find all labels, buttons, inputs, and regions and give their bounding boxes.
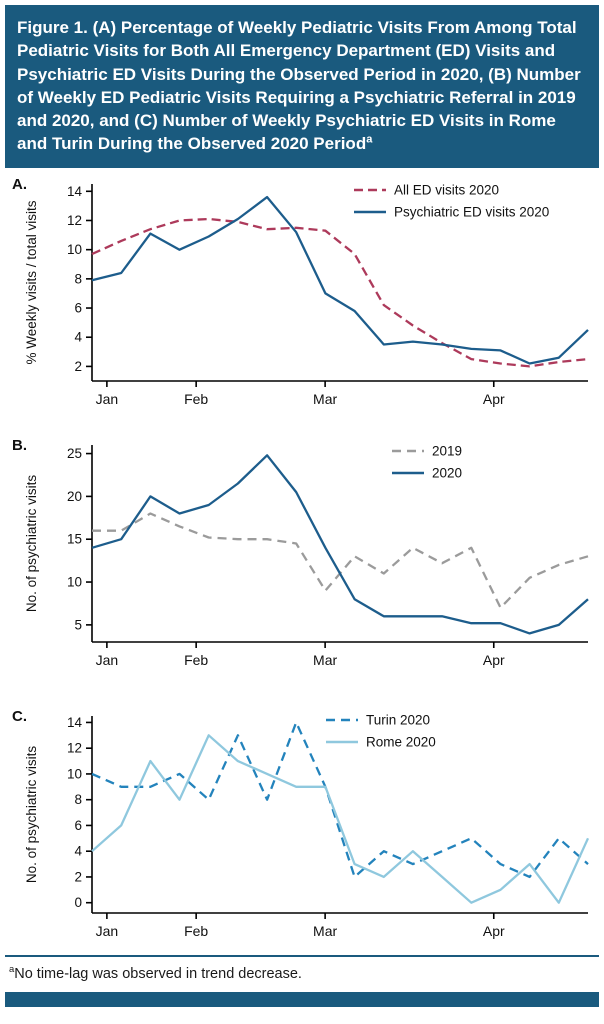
svg-text:14: 14 xyxy=(67,183,83,198)
svg-text:6: 6 xyxy=(74,818,82,833)
svg-text:12: 12 xyxy=(67,213,82,228)
panel-c: C. 0 2 4 6 8 10 12 14 Jan Feb Mar Apr No. of psychia… xyxy=(0,706,604,951)
svg-text:No. of psychiatric visits: No. of psychiatric visits xyxy=(24,745,39,883)
svg-text:20: 20 xyxy=(67,489,82,504)
svg-text:0: 0 xyxy=(74,895,82,910)
svg-text:Rome 2020: Rome 2020 xyxy=(366,734,436,749)
svg-text:Turin 2020: Turin 2020 xyxy=(366,712,430,727)
panel-b-label: B. xyxy=(12,436,27,454)
svg-text:4: 4 xyxy=(74,329,82,344)
svg-text:10: 10 xyxy=(67,766,82,781)
svg-text:2: 2 xyxy=(74,869,82,884)
panel-b: B. 5 10 15 20 25 Jan Feb Mar Apr No. of psychiatr… xyxy=(0,435,604,680)
svg-text:Apr: Apr xyxy=(483,391,505,407)
panel-a: A. 2 4 6 8 10 12 14 Jan Feb Mar Apr % Weekly visits… xyxy=(0,174,604,419)
svg-text:Psychiatric ED visits 2020: Psychiatric ED visits 2020 xyxy=(394,204,549,219)
svg-text:4: 4 xyxy=(74,843,82,858)
footnote: aNo time-lag was observed in trend decre… xyxy=(5,954,599,984)
svg-text:No. of psychiatric visits: No. of psychiatric visits xyxy=(24,474,39,612)
svg-text:2020: 2020 xyxy=(432,465,462,480)
svg-text:% Weekly visits / total visits: % Weekly visits / total visits xyxy=(24,200,39,364)
panel-a-label: A. xyxy=(12,175,27,193)
svg-text:Apr: Apr xyxy=(483,923,505,939)
svg-text:14: 14 xyxy=(67,715,83,730)
chart-b-line-chart: 5 10 15 20 25 Jan Feb Mar Apr No. of psychiatric … xyxy=(24,443,589,668)
svg-text:2019: 2019 xyxy=(432,443,462,458)
svg-text:All ED visits 2020: All ED visits 2020 xyxy=(394,182,499,197)
svg-text:10: 10 xyxy=(67,242,82,257)
svg-text:Feb: Feb xyxy=(184,652,208,668)
figure-title-superscript: a xyxy=(366,133,373,146)
svg-text:Jan: Jan xyxy=(96,652,119,668)
svg-text:Jan: Jan xyxy=(96,923,119,939)
svg-text:Feb: Feb xyxy=(184,391,208,407)
svg-text:Mar: Mar xyxy=(313,652,337,668)
svg-text:8: 8 xyxy=(74,271,82,286)
svg-text:6: 6 xyxy=(74,300,82,315)
footnote-text: No time-lag was observed in trend decrea… xyxy=(14,965,302,982)
svg-text:Jan: Jan xyxy=(96,391,119,407)
svg-text:Feb: Feb xyxy=(184,923,208,939)
svg-text:Mar: Mar xyxy=(313,391,337,407)
svg-text:15: 15 xyxy=(67,531,82,546)
svg-text:8: 8 xyxy=(74,792,82,807)
panel-c-label: C. xyxy=(12,707,27,725)
footnote-superscript: a xyxy=(9,962,15,974)
figure-title: Figure 1. (A) Percentage of Weekly Pedia… xyxy=(17,18,581,154)
svg-text:Mar: Mar xyxy=(313,923,337,939)
svg-text:12: 12 xyxy=(67,740,82,755)
chart-a-line-chart: 2 4 6 8 10 12 14 Jan Feb Mar Apr % Weekly visits / … xyxy=(24,182,589,407)
svg-text:10: 10 xyxy=(67,574,82,589)
svg-text:5: 5 xyxy=(74,617,82,632)
footer-bar xyxy=(5,991,599,1007)
svg-text:2: 2 xyxy=(74,359,82,374)
chart-c-line-chart: 0 2 4 6 8 10 12 14 Jan Feb Mar Apr No. of psychiatri… xyxy=(24,712,590,939)
svg-text:25: 25 xyxy=(67,446,82,461)
svg-text:Apr: Apr xyxy=(483,652,505,668)
figure-header: Figure 1. (A) Percentage of Weekly Pedia… xyxy=(5,5,599,168)
